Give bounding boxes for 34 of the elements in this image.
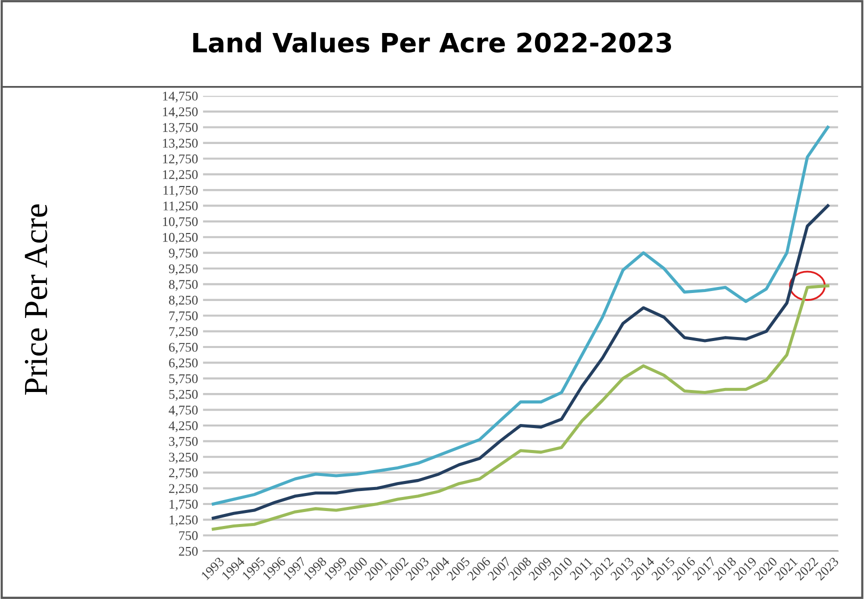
y-tick-label: 11,250 xyxy=(164,202,198,212)
y-tick-label: 3,250 xyxy=(169,452,198,464)
y-tick-label: 12,750 xyxy=(163,154,198,166)
y-tick-label: 8,750 xyxy=(168,280,198,291)
y-tick-label: 14,250 xyxy=(163,107,198,118)
y-tick-label: 2,250 xyxy=(169,484,198,495)
y-tick-label: 1,250 xyxy=(170,515,198,526)
chart-title: Land Values Per Acre 2022-2023 xyxy=(193,32,672,53)
y-tick-label: 10,750 xyxy=(163,217,198,228)
y-tick-label: 13,250 xyxy=(163,138,198,150)
y-tick-label: 9,250 xyxy=(168,264,198,276)
line-series xyxy=(212,204,830,520)
line-series xyxy=(212,126,830,506)
y-axis-title: Price Per Acre xyxy=(24,204,48,395)
y-tick-label: 1,750 xyxy=(170,500,198,511)
y-tick-label: 11,750 xyxy=(164,186,198,197)
y-tick-label: 6,750 xyxy=(169,342,198,354)
y-tick-label: 4,250 xyxy=(168,421,198,432)
y-tick-label: 250 xyxy=(178,546,198,556)
y-tick-label: 10,250 xyxy=(163,232,198,244)
y-tick-label: 5,750 xyxy=(169,374,198,386)
y-tick-label: 5,250 xyxy=(169,390,198,401)
y-tick-label: 8,250 xyxy=(168,296,198,307)
y-tick-label: 3,750 xyxy=(169,437,198,448)
y-tick-label: 7,750 xyxy=(169,311,198,322)
y-tick-label: 13,750 xyxy=(163,123,198,134)
y-tick-label: 4,750 xyxy=(168,406,198,416)
y-tick-label: 12,250 xyxy=(163,170,198,181)
y-tick-label: 7,250 xyxy=(169,327,198,338)
y-tick-label: 14,750 xyxy=(163,92,198,102)
y-tick-label: 9,750 xyxy=(168,248,198,260)
y-tick-label: 750 xyxy=(179,531,198,540)
y-tick-label: 2,750 xyxy=(169,468,198,480)
y-tick-label: 6,250 xyxy=(169,358,198,370)
